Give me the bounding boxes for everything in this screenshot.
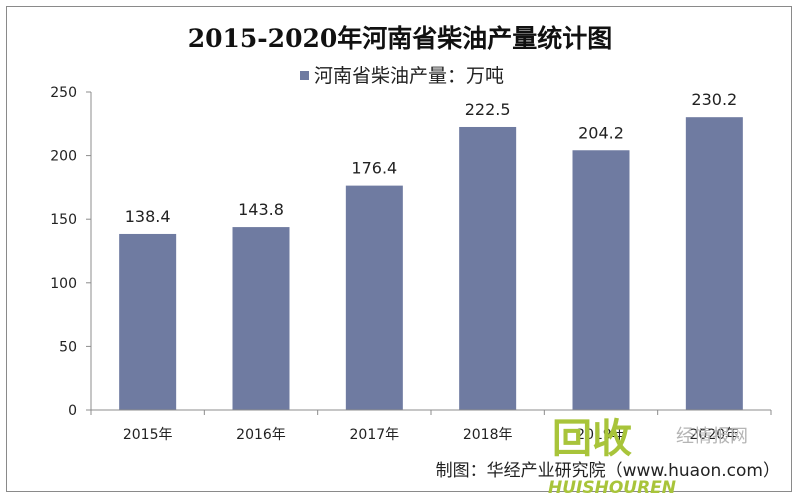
- data-label: 176.4: [351, 159, 397, 178]
- bars: 138.4 143.8 176.4 222.5 204.2 230.2: [119, 90, 743, 410]
- x-tick-label: 2015年: [123, 427, 173, 443]
- watermark-brand-sub: HUISHOUREN: [548, 478, 676, 498]
- y-tick-label: 100: [50, 276, 77, 292]
- data-label: 138.4: [125, 207, 171, 226]
- x-tick-label: 2017年: [350, 427, 400, 443]
- bar: [572, 150, 630, 410]
- legend-entry: 河南省柴油产量：万吨: [314, 65, 504, 87]
- chart-title: 2015-2020年河南省柴油产量统计图: [188, 24, 613, 53]
- watermark-site-text: 经情报网: [676, 426, 748, 447]
- source-note: 制图：华经产业研究院（www.huaon.com）: [436, 461, 780, 481]
- bar: [459, 126, 517, 410]
- y-tick-label: 250: [50, 85, 77, 101]
- bar: [685, 117, 743, 410]
- x-tick-label: 2018年: [463, 427, 513, 443]
- data-label: 143.8: [238, 200, 284, 219]
- watermark-brand-text: 回收: [552, 416, 632, 462]
- y-tick-label: 50: [59, 339, 77, 355]
- x-tick-label: 2019年: [576, 427, 626, 443]
- bar: [119, 233, 177, 410]
- legend-swatch: [300, 71, 309, 80]
- watermark-logo: 经情报网 回收 HUISHOUREN: [548, 416, 748, 498]
- y-tick-label: 0: [68, 403, 77, 419]
- y-tick-label: 150: [50, 212, 77, 228]
- x-axis: 2015年 2016年 2017年 2018年 2019年 2020年: [90, 409, 772, 443]
- bar: [232, 227, 290, 410]
- bar: [345, 185, 403, 410]
- x-tick-label: 2020年: [690, 427, 740, 443]
- data-label: 230.2: [691, 90, 737, 109]
- data-label: 204.2: [578, 123, 624, 142]
- y-axis: 0 50 100 150 200 250: [50, 85, 92, 419]
- y-tick-label: 200: [50, 149, 77, 165]
- data-label: 222.5: [465, 100, 511, 119]
- x-tick-label: 2016年: [236, 427, 286, 443]
